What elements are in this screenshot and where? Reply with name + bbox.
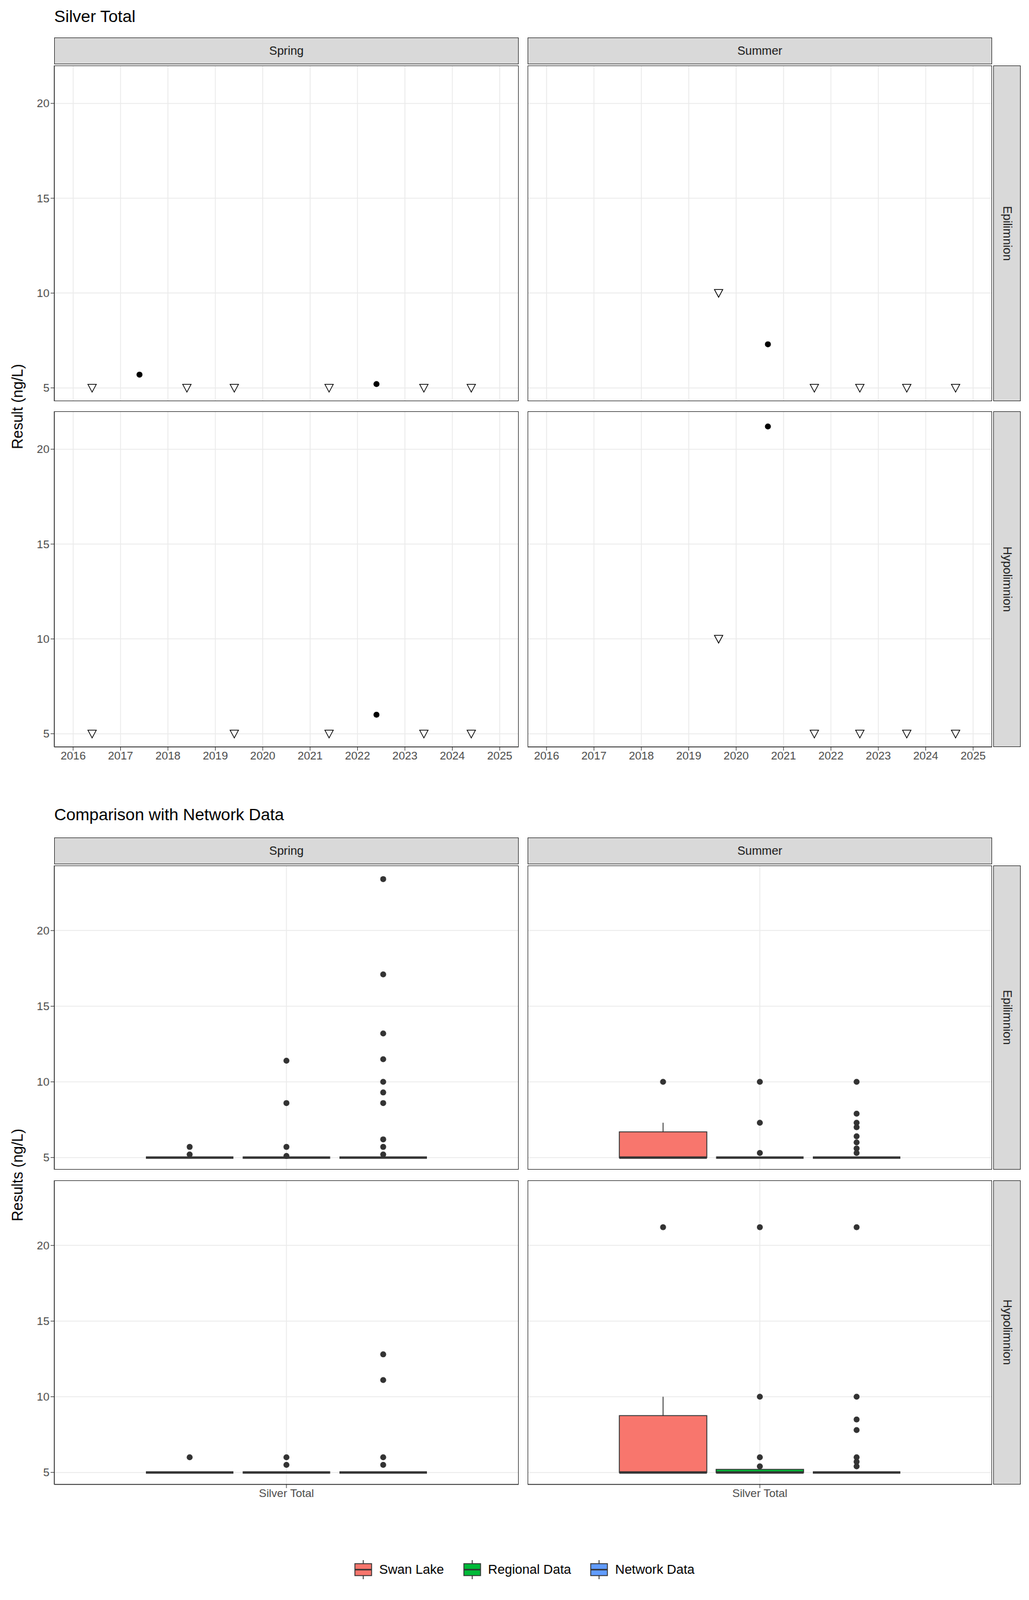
svg-text:10: 10 bbox=[36, 633, 50, 646]
svg-text:20: 20 bbox=[36, 97, 50, 110]
html-text:Summer: Summer bbox=[737, 844, 783, 858]
svg-text:15: 15 bbox=[36, 538, 50, 551]
svg-text:20: 20 bbox=[36, 443, 50, 456]
svg-text:2025: 2025 bbox=[487, 749, 513, 763]
html-text:Comparison with Network Data: Comparison with Network Data bbox=[54, 805, 284, 825]
svg-text:2016: 2016 bbox=[60, 749, 86, 763]
svg-text:20: 20 bbox=[36, 924, 50, 938]
svg-text:2024: 2024 bbox=[912, 749, 939, 763]
svg-text:15: 15 bbox=[36, 192, 50, 205]
svg-text:2018: 2018 bbox=[155, 749, 181, 763]
svg-text:20: 20 bbox=[36, 1239, 50, 1253]
html-text:Results (ng/L): Results (ng/L) bbox=[8, 1129, 26, 1222]
html-text:Epilimnion: Epilimnion bbox=[1000, 990, 1014, 1046]
html-text:Spring: Spring bbox=[269, 44, 304, 58]
svg-text:2020: 2020 bbox=[250, 749, 276, 763]
svg-text:10: 10 bbox=[36, 1076, 50, 1089]
html-text:Result (ng/L): Result (ng/L) bbox=[8, 363, 26, 450]
svg-text:10: 10 bbox=[36, 287, 50, 300]
svg-text:2018: 2018 bbox=[628, 749, 654, 763]
svg-text:5: 5 bbox=[42, 1466, 50, 1480]
svg-text:5: 5 bbox=[42, 381, 50, 395]
svg-text:Silver Total: Silver Total bbox=[259, 1487, 315, 1501]
html-text:Hypolimnion: Hypolimnion bbox=[1000, 546, 1014, 613]
svg-text:5: 5 bbox=[42, 1151, 50, 1165]
svg-text:Silver Total: Silver Total bbox=[732, 1487, 788, 1501]
svg-text:2022: 2022 bbox=[818, 749, 844, 763]
html-text:Network Data: Network Data bbox=[615, 1562, 695, 1578]
svg-text:2024: 2024 bbox=[439, 749, 466, 763]
html-text:Hypolimnion: Hypolimnion bbox=[1000, 1300, 1014, 1366]
svg-text:2019: 2019 bbox=[675, 749, 701, 763]
svg-text:2021: 2021 bbox=[297, 749, 323, 763]
svg-text:2019: 2019 bbox=[202, 749, 228, 763]
svg-text:2017: 2017 bbox=[107, 749, 133, 763]
svg-text:10: 10 bbox=[36, 1391, 50, 1404]
svg-text:2022: 2022 bbox=[344, 749, 370, 763]
svg-text:15: 15 bbox=[36, 1315, 50, 1328]
html-text:Regional Data: Regional Data bbox=[488, 1562, 572, 1578]
svg-text:2023: 2023 bbox=[392, 749, 418, 763]
svg-text:2021: 2021 bbox=[771, 749, 797, 763]
svg-text:2023: 2023 bbox=[865, 749, 891, 763]
html-text:Silver Total: Silver Total bbox=[54, 7, 136, 26]
html-text:Summer: Summer bbox=[737, 44, 783, 58]
svg-text:5: 5 bbox=[42, 727, 50, 741]
svg-text:2020: 2020 bbox=[723, 749, 749, 763]
html-text:Spring: Spring bbox=[269, 844, 304, 858]
html-text:Epilimnion: Epilimnion bbox=[1000, 205, 1014, 261]
svg-text:15: 15 bbox=[36, 1000, 50, 1013]
svg-text:2025: 2025 bbox=[960, 749, 986, 763]
svg-text:2016: 2016 bbox=[534, 749, 560, 763]
html-text:Swan Lake: Swan Lake bbox=[379, 1562, 444, 1578]
svg-text:2017: 2017 bbox=[581, 749, 607, 763]
